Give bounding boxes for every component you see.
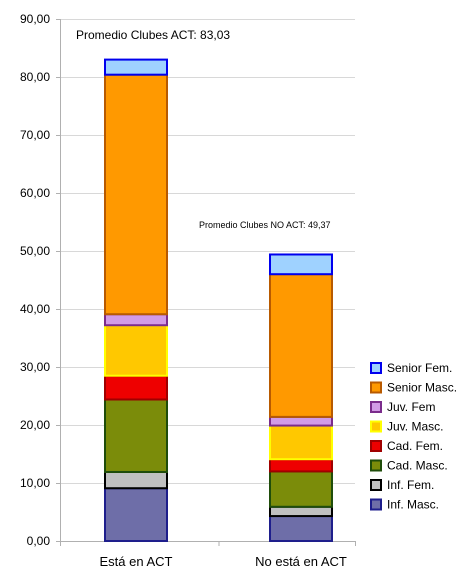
bar-segment — [104, 58, 168, 76]
legend-label: Inf. Fem. — [387, 478, 434, 492]
y-tick-label: 0,00 — [27, 534, 51, 548]
legend-label: Cad. Fem. — [387, 439, 443, 453]
legend-swatch — [370, 381, 382, 394]
legend-swatch — [370, 440, 382, 452]
bar-segment — [269, 470, 333, 508]
bar-segment — [104, 313, 168, 327]
legend-label: Juv. Masc. — [387, 420, 443, 434]
bar-segment — [269, 424, 333, 461]
bar-segment — [104, 398, 168, 473]
bar-segment — [269, 505, 333, 518]
y-tick-label: 70,00 — [20, 128, 50, 142]
legend-label: Juv. Fem — [387, 400, 435, 414]
y-tick-label: 60,00 — [20, 186, 50, 200]
bar-segment — [269, 415, 333, 427]
legend-label: Inf. Masc. — [387, 498, 439, 512]
y-tick-label: 80,00 — [20, 70, 50, 84]
y-tick-label: 40,00 — [20, 302, 50, 316]
annotation-act-average: Promedio Clubes ACT: 83,03 — [76, 28, 230, 42]
y-tick-label: 90,00 — [20, 12, 50, 26]
x-category-label: Está en ACT — [100, 554, 173, 569]
legend-label: Cad. Masc. — [387, 459, 448, 473]
legend-swatch — [370, 459, 382, 472]
legend-swatch — [370, 498, 382, 511]
bar-segment — [104, 324, 168, 377]
legend-swatch — [370, 401, 382, 413]
bar-segment — [269, 515, 333, 542]
legend-swatch — [370, 479, 382, 491]
bar-segment — [269, 253, 333, 276]
bar-segment — [104, 470, 168, 490]
y-tick-label: 30,00 — [20, 360, 50, 374]
bar-segment — [269, 273, 333, 418]
bar-segment — [104, 374, 168, 401]
annotation-no-act-average: Promedio Clubes NO ACT: 49,37 — [199, 220, 331, 230]
bar-segment — [269, 458, 333, 473]
legend-swatch — [370, 362, 382, 374]
y-tick-label: 50,00 — [20, 244, 50, 258]
y-tick-label: 20,00 — [20, 418, 50, 432]
legend-swatch — [370, 420, 382, 433]
bar-segment — [104, 73, 168, 316]
x-category-label: No está en ACT — [255, 554, 347, 569]
legend-label: Senior Masc. — [387, 381, 457, 395]
bar-segment — [104, 487, 168, 542]
y-tick-label: 10,00 — [20, 476, 50, 490]
legend-label: Senior Fem. — [387, 361, 452, 375]
